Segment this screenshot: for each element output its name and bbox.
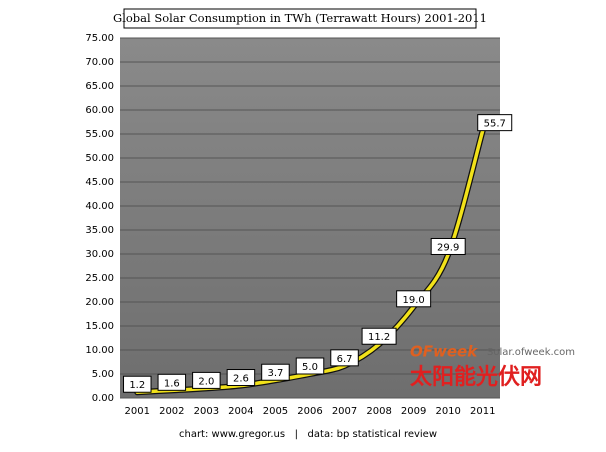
value-label: 1.6	[164, 378, 180, 389]
value-label-box	[295, 357, 325, 375]
value-label: 5.0	[302, 362, 318, 373]
value-label-box	[192, 371, 221, 389]
value-label-box	[330, 349, 359, 367]
y-tick-label: 25.00	[85, 273, 114, 284]
value-label-box	[261, 363, 290, 381]
value-label-box	[123, 375, 152, 393]
value-label-box	[477, 114, 513, 132]
x-tick-label: 2001	[125, 406, 150, 417]
x-tick-label: 2009	[401, 406, 426, 417]
x-tick-label: 2005	[263, 406, 288, 417]
y-tick-label: 70.00	[85, 57, 114, 68]
y-tick-label: 60.00	[85, 105, 114, 116]
y-tick-label: 55.00	[85, 129, 114, 140]
y-tick-label: 75.00	[85, 33, 114, 44]
value-label: 6.7	[337, 354, 353, 365]
x-tick-label: 2006	[297, 406, 322, 417]
y-tick-label: 10.00	[85, 345, 114, 356]
x-tick-label: 2004	[228, 406, 253, 417]
y-tick-label: 0.00	[92, 393, 114, 404]
value-label-box	[157, 373, 187, 391]
watermark-cn: 太阳能光伏网	[410, 364, 542, 390]
y-tick-label: 5.00	[92, 369, 114, 380]
footer: chart: www.gregor.us | data: bp statisti…	[179, 429, 437, 440]
watermark-url: Solar.ofweek.com	[487, 347, 575, 358]
x-tick-label: 2002	[159, 406, 184, 417]
x-tick-label: 2011	[470, 406, 495, 417]
plot-area	[120, 38, 500, 398]
y-tick-label: 50.00	[85, 153, 114, 164]
x-tick-label: 2007	[332, 406, 357, 417]
value-label: 2.0	[198, 376, 214, 387]
y-tick-label: 30.00	[85, 249, 114, 260]
value-label: 29.9	[437, 242, 459, 253]
chart-title: Global Solar Consumption in TWh (Terrawa…	[113, 11, 487, 25]
x-tick-label: 2010	[435, 406, 460, 417]
y-tick-label: 35.00	[85, 225, 114, 236]
value-label-box	[361, 327, 397, 345]
y-tick-label: 45.00	[85, 177, 114, 188]
value-label-box	[430, 237, 466, 255]
x-tick-label: 2003	[194, 406, 219, 417]
value-label-box	[396, 290, 432, 308]
y-tick-label: 40.00	[85, 201, 114, 212]
value-label: 1.2	[129, 380, 145, 391]
value-label: 19.0	[403, 295, 425, 306]
y-tick-label: 20.00	[85, 297, 114, 308]
value-label: 11.2	[368, 332, 390, 343]
value-label: 3.7	[268, 368, 284, 379]
value-label-box	[226, 369, 256, 387]
watermark-brand: OFweek	[410, 343, 478, 361]
value-label: 2.6	[233, 374, 249, 385]
value-label: 55.7	[484, 119, 506, 130]
x-tick-label: 2008	[366, 406, 391, 417]
y-tick-label: 15.00	[85, 321, 114, 332]
title-box	[123, 8, 477, 29]
y-tick-label: 65.00	[85, 81, 114, 92]
